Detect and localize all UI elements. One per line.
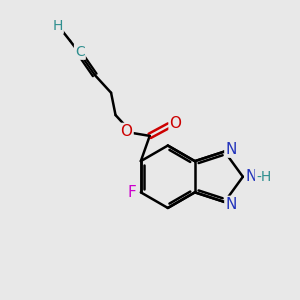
Text: C: C — [75, 45, 85, 59]
Text: -H: -H — [256, 170, 271, 184]
Text: N: N — [225, 142, 237, 157]
Text: F: F — [128, 185, 136, 200]
Text: O: O — [121, 124, 133, 139]
Text: O: O — [169, 116, 181, 131]
Text: H: H — [52, 19, 63, 33]
Text: N: N — [245, 169, 257, 184]
Text: N: N — [225, 197, 237, 212]
